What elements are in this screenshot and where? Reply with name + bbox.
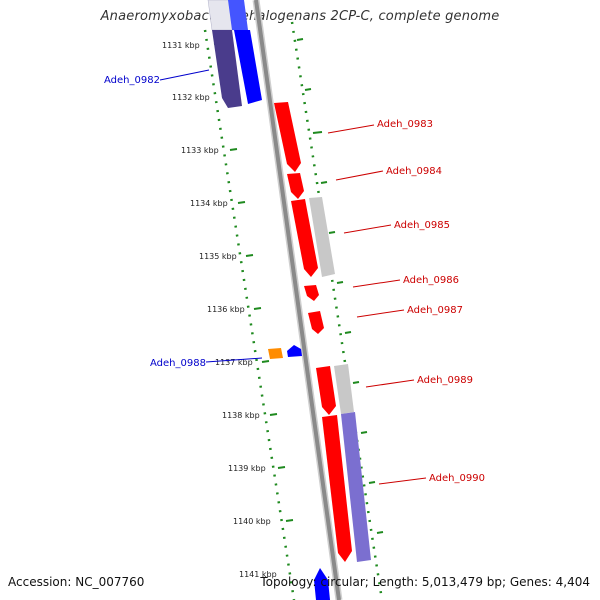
gene-label-adeh0987[interactable]: Adeh_0987 xyxy=(407,305,463,316)
gene-label-adeh0985[interactable]: Adeh_0985 xyxy=(394,220,450,231)
ruler-labels: 1131 kbp 1132 kbp 1133 kbp 1134 kbp 1135… xyxy=(162,41,277,579)
map-title: Anaeromyxobacter dehalogenans 2CP-C, com… xyxy=(100,9,500,24)
outer-tick-group xyxy=(296,38,384,534)
ruler-label: 1140 kbp xyxy=(233,517,271,526)
gene-feature-adeh0986[interactable] xyxy=(304,285,319,301)
gene-feature-adeh0990-slate[interactable] xyxy=(341,412,371,562)
gene-feature-adeh0987[interactable] xyxy=(308,311,324,334)
gene-feature-blue-top[interactable] xyxy=(228,0,248,30)
gene-feature-adeh0989[interactable] xyxy=(316,366,336,415)
gene-label-adeh0983[interactable]: Adeh_0983 xyxy=(377,119,433,130)
ruler-label: 1133 kbp xyxy=(181,146,219,155)
ruler-label: 1131 kbp xyxy=(162,41,200,50)
ruler-label: 1135 kbp xyxy=(199,252,237,261)
accession-text: Accession: NC_007760 xyxy=(8,575,145,589)
backbone xyxy=(254,0,341,600)
ruler-label: 1137 kbp xyxy=(215,358,253,367)
ruler-label: 1139 kbp xyxy=(228,464,266,473)
ruler-label: 1136 kbp xyxy=(207,305,245,314)
gene-feature-adeh0989-grey[interactable] xyxy=(334,364,354,414)
gene-label-adeh0989[interactable]: Adeh_0989 xyxy=(417,375,473,386)
gene-feature-adeh0988[interactable] xyxy=(287,345,302,357)
gene-feature-adeh0985[interactable] xyxy=(291,199,318,277)
gene-label-adeh0990[interactable]: Adeh_0990 xyxy=(429,473,485,484)
gene-feature-adeh0985-grey[interactable] xyxy=(309,197,335,277)
gene-label-adeh0986[interactable]: Adeh_0986 xyxy=(403,275,459,286)
ruler-label: 1134 kbp xyxy=(190,199,228,208)
ruler-label: 1141 kbp xyxy=(239,570,277,579)
gene-label-adeh0984[interactable]: Adeh_0984 xyxy=(386,166,442,177)
gene-labels: Adeh_0982 Adeh_0983 Adeh_0984 Adeh_0985 … xyxy=(104,75,485,484)
gene-label-adeh0982[interactable]: Adeh_0982 xyxy=(104,75,160,86)
ruler-label: 1138 kbp xyxy=(222,411,260,420)
inner-ring-guide xyxy=(203,29,296,600)
genome-summary-text: Topology: circular; Length: 5,013,479 bp… xyxy=(260,575,590,589)
gene-feature-adeh0982-blue[interactable] xyxy=(234,30,262,104)
gene-feature-adeh0982-dark[interactable] xyxy=(212,30,242,108)
label-leaders xyxy=(159,69,427,485)
gene-feature-adeh0984[interactable] xyxy=(287,173,304,199)
gene-label-adeh0988[interactable]: Adeh_0988 xyxy=(150,358,206,369)
outer-ring-guide xyxy=(290,21,384,600)
gene-feature-adeh0988-orange[interactable] xyxy=(268,348,283,359)
ruler-label: 1132 kbp xyxy=(172,93,210,102)
gene-feature-adeh0990[interactable] xyxy=(322,415,352,562)
gene-feature-blue-bottom[interactable] xyxy=(314,568,330,600)
gene-feature-adeh0983[interactable] xyxy=(274,102,301,172)
feature-track xyxy=(207,0,371,600)
